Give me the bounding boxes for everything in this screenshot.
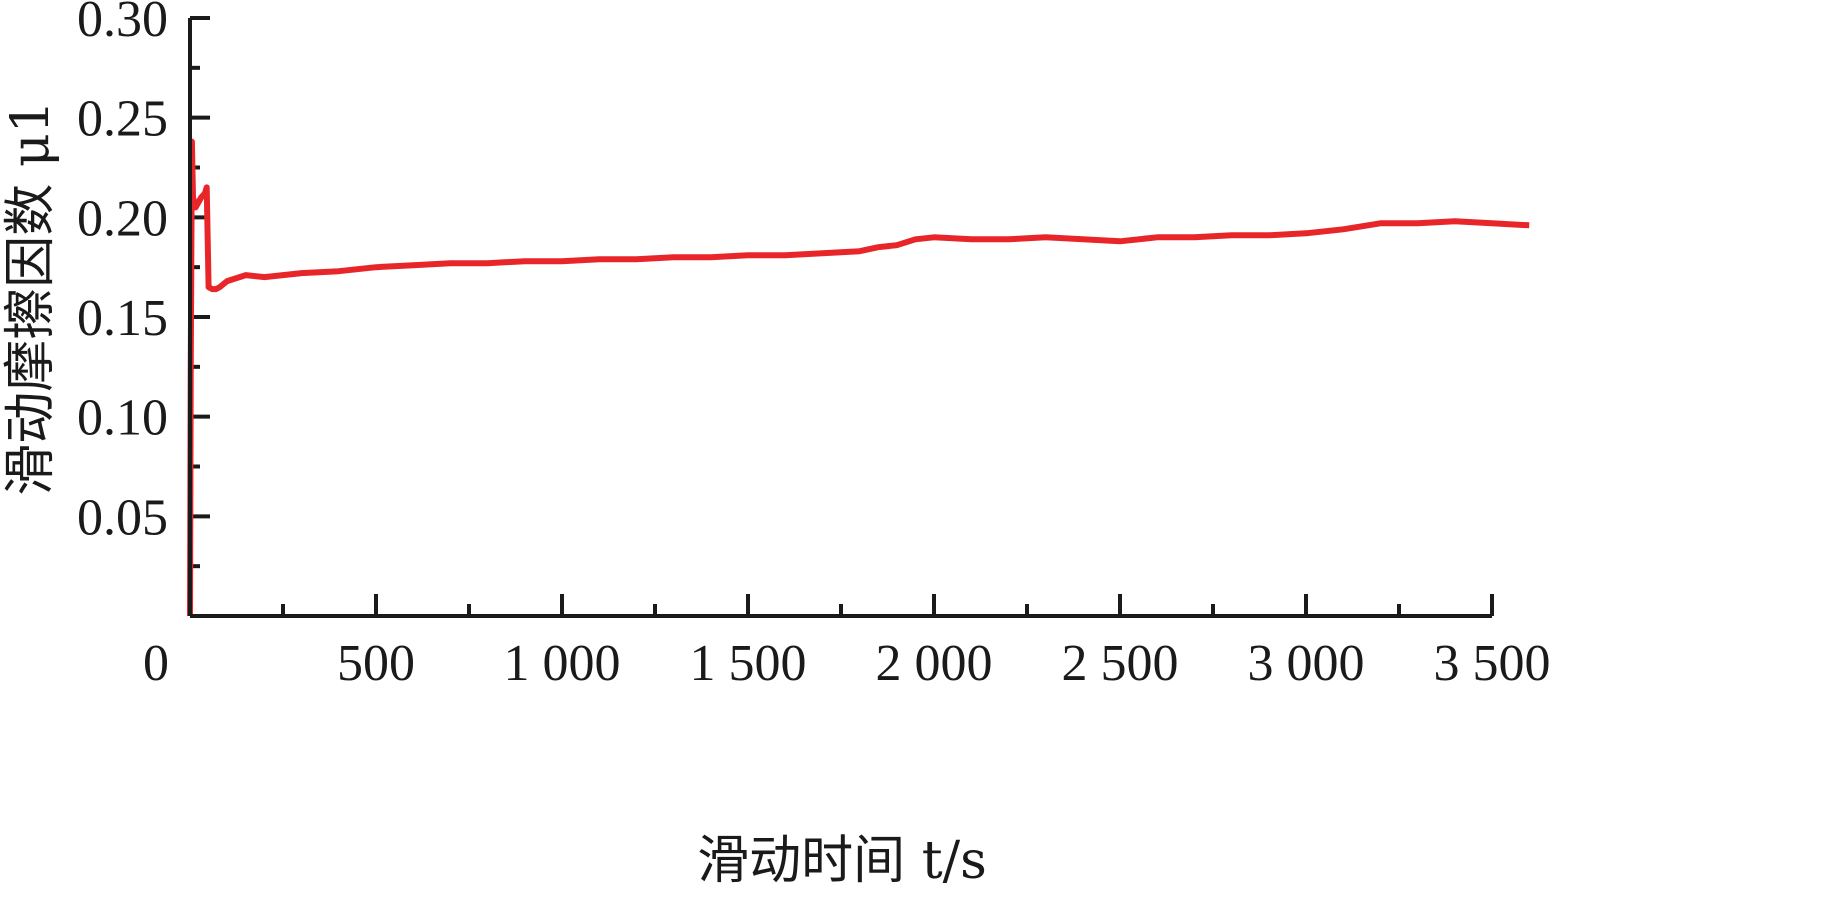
y-tick-label: 0.25 bbox=[77, 91, 168, 148]
x-tick-label: 3 500 bbox=[1434, 635, 1551, 692]
x-tick-label: 1 000 bbox=[504, 635, 621, 692]
y-tick-label: 0.15 bbox=[77, 290, 168, 347]
x-axis-ticks: 0 500 1 000 1 500 2 000 2 500 3 000 3 500 bbox=[143, 594, 1551, 692]
y-axis-ticks: 0.05 0.10 0.15 0.20 0.25 0.30 bbox=[77, 0, 210, 569]
y-axis-title: 滑动摩擦因数 μ1 bbox=[1, 100, 61, 495]
y-tick-label: 0.05 bbox=[77, 489, 168, 546]
x-tick-label: 0 bbox=[143, 635, 169, 692]
x-tick-label: 1 500 bbox=[690, 635, 807, 692]
x-tick-label: 2 000 bbox=[876, 635, 993, 692]
y-tick-label: 0.30 bbox=[77, 0, 168, 48]
y-tick-label: 0.20 bbox=[77, 190, 168, 247]
x-tick-label: 500 bbox=[337, 635, 415, 692]
friction-series-line bbox=[187, 138, 1530, 617]
y-tick-label: 0.10 bbox=[77, 390, 168, 447]
x-axis-title: 滑动时间 t/s bbox=[697, 831, 987, 891]
x-tick-label: 3 000 bbox=[1248, 635, 1365, 692]
x-tick-label: 2 500 bbox=[1062, 635, 1179, 692]
